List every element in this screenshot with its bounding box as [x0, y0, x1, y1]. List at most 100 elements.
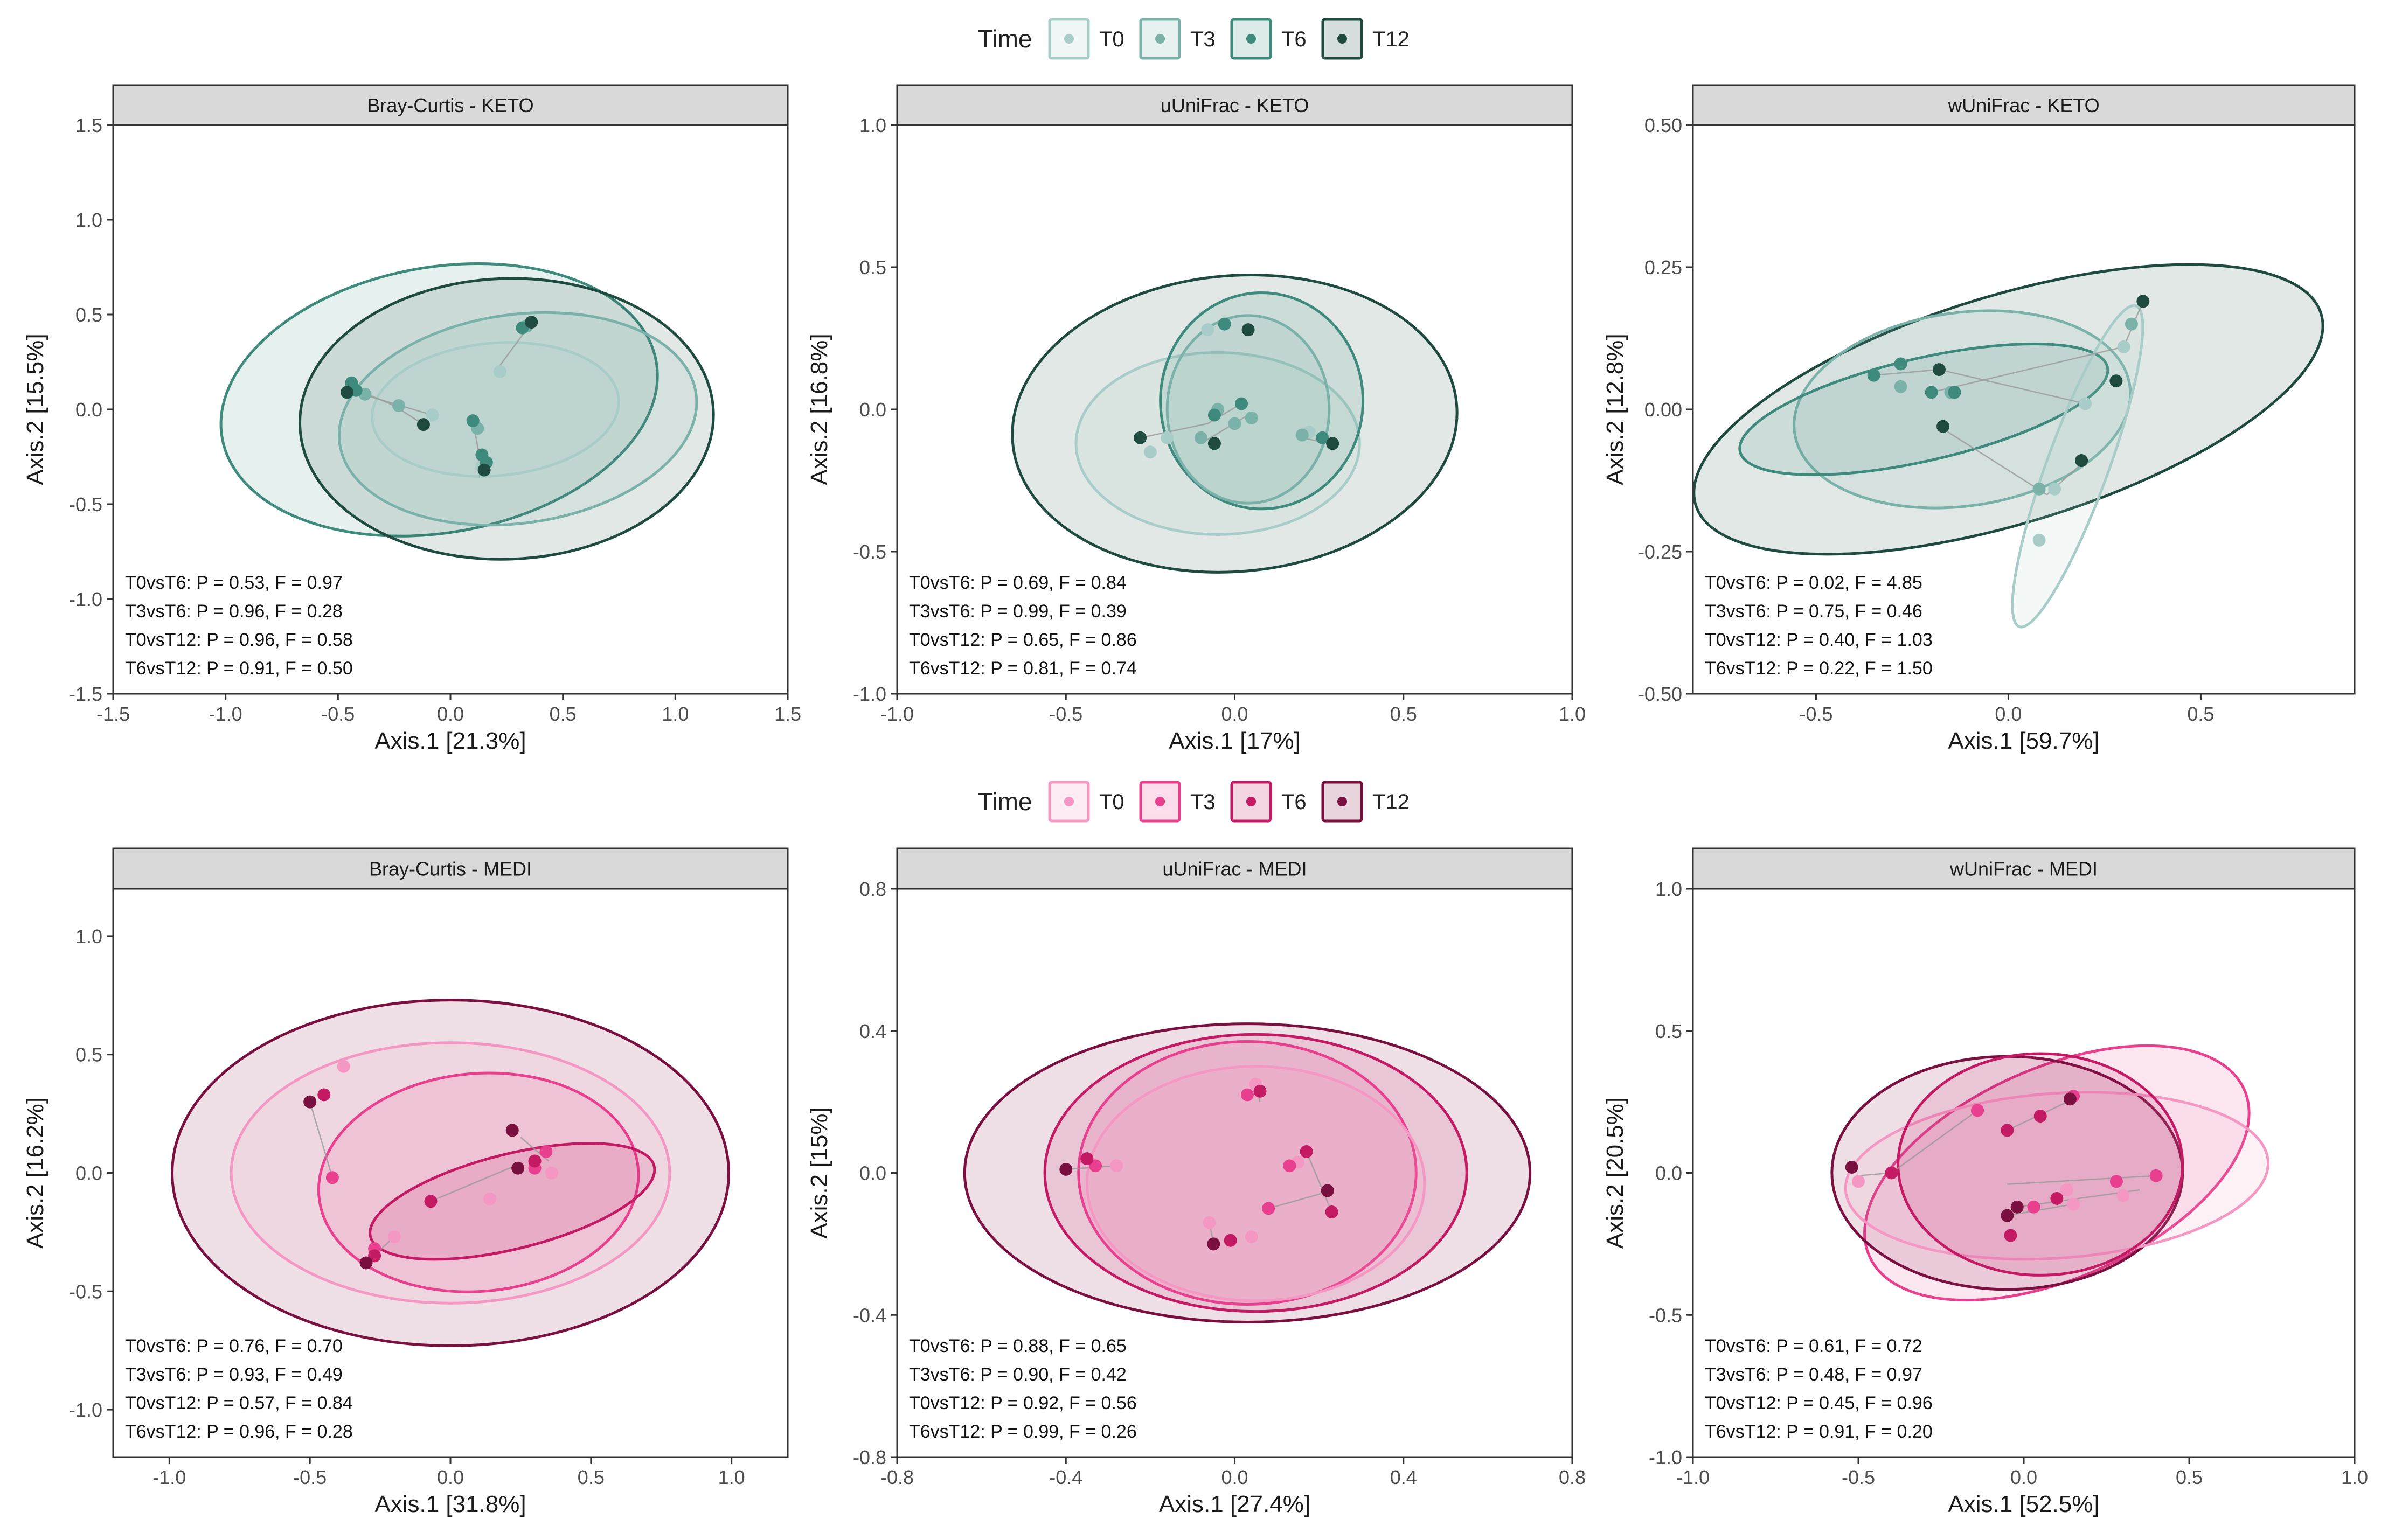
x-axis-label: Axis.1 [59.7%] [1948, 728, 2099, 754]
plot-content [171, 999, 730, 1347]
point-t0 [1201, 323, 1214, 337]
y-tick-label: 0.5 [859, 256, 886, 278]
legend-title: Time [978, 25, 1032, 53]
point-t0 [493, 365, 506, 378]
plot-area [1693, 889, 2355, 1457]
point-t0 [1110, 1159, 1123, 1173]
x-tick-label: 1.0 [662, 703, 689, 725]
x-tick-label: 0.0 [2010, 1466, 2037, 1488]
y-tick-label: -0.5 [853, 541, 886, 563]
panel-title: wUniFrac - MEDI [1949, 858, 2098, 880]
legend-label-t3: T3 [1190, 790, 1216, 814]
x-axis-label: Axis.1 [21.3%] [374, 728, 526, 754]
panel-strip [896, 84, 1573, 126]
y-tick-label: 0.4 [859, 1020, 886, 1042]
trajectory-segment [430, 1162, 521, 1202]
plot-content [963, 1022, 1532, 1323]
y-tick-label: -1.0 [69, 1399, 102, 1421]
trajectory-segment [1939, 426, 2047, 496]
point-t3 [1228, 417, 1241, 430]
point-t12 [416, 418, 430, 431]
point-t0 [1245, 1230, 1258, 1244]
y-tick-label: 0.50 [1644, 114, 1682, 136]
legend-dot-t0 [1064, 797, 1074, 806]
stat-annotation: T0vsT6: P = 0.53, F = 0.97 [125, 573, 343, 593]
stat-annotation: T6vsT12: P = 0.91, F = 0.50 [125, 658, 353, 679]
chart-panel-3: wUniFrac - KETO -0.50 -0.25 0.00 0.25 0.50 -0.… [1602, 84, 2356, 754]
ellipse-t0 [1085, 1065, 1426, 1302]
ellipse-t3 [337, 311, 698, 527]
panels-layer: Bray-Curtis - KETO -1.5 -1.0 -0.5 0.0 0.5 1.0 1… [22, 84, 2368, 1517]
y-tick-label: -1.0 [853, 683, 886, 705]
point-t3 [2109, 1175, 2123, 1188]
point-t6 [2050, 1191, 2064, 1205]
stat-annotation: T6vsT12: P = 0.81, F = 0.74 [909, 658, 1137, 679]
point-t3 [325, 1171, 339, 1184]
y-tick-label: -1.0 [1649, 1446, 1682, 1468]
y-tick-label: -0.5 [69, 1280, 102, 1302]
chart-panel-2: uUniFrac - KETO -1.0 -0.5 0.0 0.5 1.0 -1.0 -0.5… [806, 84, 1586, 754]
point-t6 [1925, 386, 1938, 399]
x-axis-label: Axis.1 [27.4%] [1159, 1491, 1310, 1517]
point-t12 [1321, 1184, 1334, 1197]
y-tick-label: 0.0 [75, 1162, 102, 1184]
point-t6 [1316, 431, 1329, 444]
y-axis-label: Axis.2 [12.8%] [1602, 333, 1628, 485]
trajectory-segment [2007, 1175, 2156, 1185]
trajectory-segment [1931, 346, 2124, 393]
point-t6 [1325, 1205, 1338, 1219]
y-tick-label: -1.0 [69, 588, 102, 610]
x-tick-label: 0.5 [1390, 703, 1417, 725]
point-t12 [2001, 1209, 2014, 1222]
panel-title: wUniFrac - KETO [1947, 94, 2099, 116]
y-tick-label: 0.0 [1655, 1162, 1682, 1184]
y-axis-label: Axis.2 [15%] [806, 1107, 832, 1239]
point-t12 [359, 1256, 373, 1270]
chart-panel-6: wUniFrac - MEDI -1.0 -0.5 0.0 0.5 1.0 -1.0 -0.5… [1602, 847, 2368, 1517]
point-t6 [1235, 397, 1248, 410]
point-t6 [1300, 1145, 1313, 1158]
legend-dot-t6 [1246, 34, 1256, 44]
y-tick-label: -0.5 [1649, 1304, 1682, 1326]
stat-annotation: T3vsT6: P = 0.99, F = 0.39 [909, 601, 1127, 622]
point-t12 [1207, 1237, 1220, 1251]
x-tick-label: 0.0 [1221, 703, 1248, 725]
point-t12 [1241, 323, 1255, 337]
x-tick-label: 1.0 [718, 1466, 745, 1488]
trajectory-segment [1268, 1190, 1332, 1209]
stat-annotation: T6vsT12: P = 0.22, F = 1.50 [1705, 658, 1933, 679]
point-t3 [1245, 411, 1258, 424]
y-tick-label: -0.4 [853, 1304, 886, 1326]
ellipse-t6 [1159, 291, 1365, 511]
y-tick-label: -0.50 [1638, 683, 1682, 705]
stat-annotation: T0vsT6: P = 0.76, F = 0.70 [125, 1336, 343, 1356]
point-t0 [2117, 340, 2130, 353]
x-tick-label: 0.4 [1390, 1466, 1417, 1488]
point-t3 [539, 1145, 553, 1158]
legend-dot-t3 [1155, 797, 1165, 806]
point-t3 [2125, 317, 2138, 331]
x-tick-label: -1.0 [209, 703, 242, 725]
legends-layer: Time T0 T3 T6 T12 Time T0 T3 T6 T12 [978, 18, 1410, 823]
point-t12 [505, 1124, 519, 1137]
y-tick-label: 0.25 [1644, 256, 1682, 278]
x-tick-label: 1.0 [2341, 1466, 2368, 1488]
y-axis-label: Axis.2 [16.8%] [806, 333, 832, 485]
point-t6 [1894, 357, 1907, 371]
trajectory-segment [1891, 1110, 1978, 1174]
point-t12 [2109, 374, 2123, 388]
legend-label-t0: T0 [1099, 790, 1124, 814]
x-tick-label: -1.0 [1676, 1466, 1710, 1488]
point-t12 [1932, 363, 1946, 377]
stat-annotation: T0vsT12: P = 0.57, F = 0.84 [125, 1393, 353, 1413]
x-tick-label: 0.5 [550, 703, 577, 725]
plot-content [1693, 263, 2324, 629]
x-tick-label: 1.5 [774, 703, 801, 725]
panel-title: uUniFrac - MEDI [1162, 858, 1307, 880]
point-t12 [1134, 431, 1147, 444]
stat-annotation: T0vsT6: P = 0.61, F = 0.72 [1705, 1336, 1922, 1356]
point-t3 [392, 399, 406, 412]
x-tick-label: -0.4 [1049, 1466, 1082, 1488]
stat-annotation: T0vsT6: P = 0.69, F = 0.84 [909, 573, 1127, 593]
stat-annotation: T3vsT6: P = 0.96, F = 0.28 [125, 601, 343, 622]
